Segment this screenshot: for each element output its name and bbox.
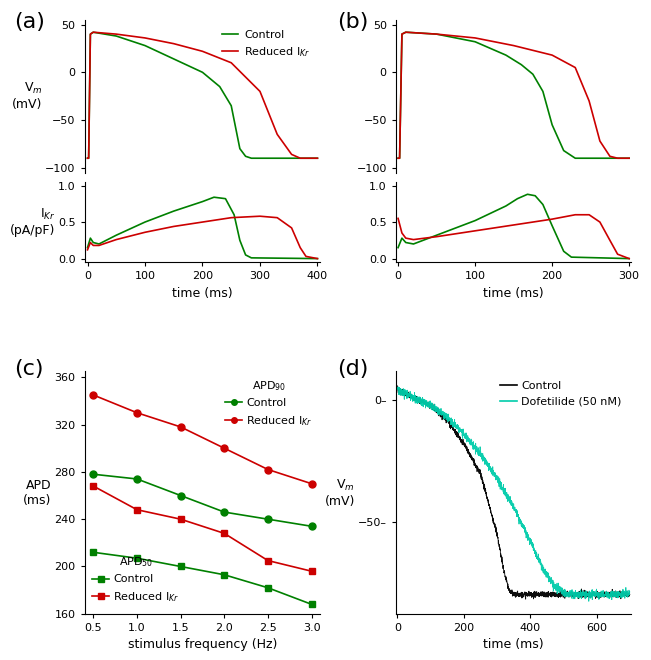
X-axis label: stimulus frequency (Hz): stimulus frequency (Hz) — [128, 638, 277, 651]
Legend: Control, Reduced I$_{Kr}$: Control, Reduced I$_{Kr}$ — [88, 550, 184, 609]
Y-axis label: V$_m$
(mV): V$_m$ (mV) — [12, 81, 42, 112]
Text: (b): (b) — [337, 12, 368, 32]
Legend: Control, Reduced I$_{Kr}$: Control, Reduced I$_{Kr}$ — [217, 25, 315, 63]
X-axis label: time (ms): time (ms) — [483, 638, 544, 651]
X-axis label: time (ms): time (ms) — [483, 287, 544, 300]
Y-axis label: APD
(ms): APD (ms) — [23, 478, 51, 507]
Y-axis label: V$_m$
(mV): V$_m$ (mV) — [325, 478, 355, 508]
X-axis label: time (ms): time (ms) — [172, 287, 233, 300]
Legend: Control, Dofetilide (50 nM): Control, Dofetilide (50 nM) — [495, 377, 626, 411]
Text: (c): (c) — [14, 359, 44, 379]
Text: (a): (a) — [14, 12, 45, 32]
Y-axis label: I$_{Kr}$
(pA/pF): I$_{Kr}$ (pA/pF) — [10, 207, 55, 237]
Text: (d): (d) — [337, 359, 368, 379]
